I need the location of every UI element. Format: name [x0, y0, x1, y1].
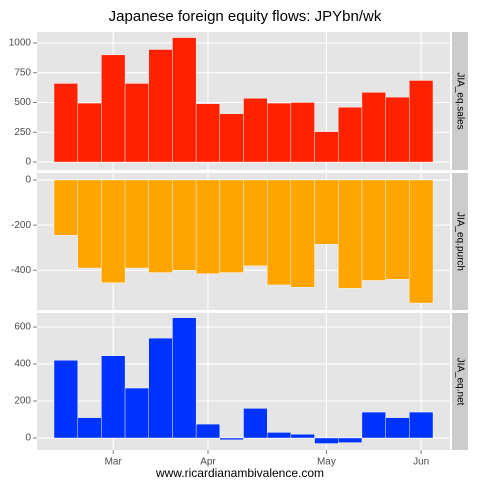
strip-label: JIA_eq.net [454, 358, 465, 406]
bar [385, 96, 410, 163]
strip-background [452, 313, 468, 450]
bar [338, 437, 363, 443]
bar [266, 432, 292, 439]
bar [124, 179, 149, 269]
bar [148, 337, 173, 439]
bar [172, 179, 197, 271]
bar [172, 37, 197, 163]
y-tick-label: 400 [14, 359, 31, 370]
bar [338, 179, 363, 289]
bar [290, 179, 315, 288]
y-tick-label: 0 [25, 157, 31, 168]
bar [314, 437, 339, 444]
y-tick-label: 200 [14, 396, 31, 407]
bar [385, 417, 410, 439]
strip-background [452, 32, 468, 170]
bar [361, 92, 386, 163]
bar [361, 179, 386, 281]
bar [243, 179, 268, 266]
bar [385, 179, 410, 280]
bar [172, 317, 197, 439]
bar [77, 417, 102, 439]
bar [409, 179, 434, 304]
y-tick-label: 250 [14, 127, 31, 138]
bar [290, 102, 315, 163]
bar [409, 411, 434, 439]
bar [195, 423, 221, 439]
y-tick-label: -400 [11, 265, 31, 276]
strip-background [452, 173, 468, 310]
bar [195, 103, 221, 163]
bar [53, 83, 78, 163]
bar [124, 83, 149, 163]
strip-label: JIA_eq.purch [454, 212, 465, 271]
bar [266, 102, 292, 163]
bar [243, 408, 268, 439]
caption: www.ricardianambivalence.com [155, 466, 324, 480]
chart-title: Japanese foreign equity flows: JPYbn/wk [109, 8, 382, 25]
bar [195, 179, 221, 274]
bar [219, 113, 244, 163]
y-tick-label: 1000 [9, 38, 32, 49]
bar [243, 98, 268, 163]
bar [314, 179, 339, 245]
bar [124, 387, 149, 439]
bar [219, 179, 244, 273]
bar [53, 179, 78, 236]
bar [53, 360, 78, 439]
y-tick-label: 500 [14, 97, 31, 108]
bar [361, 411, 386, 439]
bar [148, 49, 173, 163]
bar [77, 102, 102, 163]
y-tick-label: 0 [25, 175, 31, 186]
bar [101, 179, 126, 283]
y-tick-label: -200 [11, 220, 31, 231]
x-tick-label: Apr [200, 457, 216, 468]
bar [101, 355, 126, 439]
bar [338, 107, 363, 163]
bar [148, 179, 173, 273]
bar [266, 179, 292, 286]
x-tick-label: Jun [413, 457, 429, 468]
bar [409, 80, 434, 163]
x-tick-label: Mar [105, 457, 123, 468]
y-tick-label: 750 [14, 67, 31, 78]
bar [219, 437, 244, 441]
strip-label: JIA_eq.sales [454, 72, 465, 129]
y-tick-label: 600 [14, 322, 31, 333]
bar [77, 179, 102, 269]
x-tick-label: May [317, 457, 336, 468]
bar [101, 54, 126, 163]
bar [314, 131, 339, 163]
bar [290, 434, 315, 439]
y-tick-label: 0 [25, 433, 31, 444]
